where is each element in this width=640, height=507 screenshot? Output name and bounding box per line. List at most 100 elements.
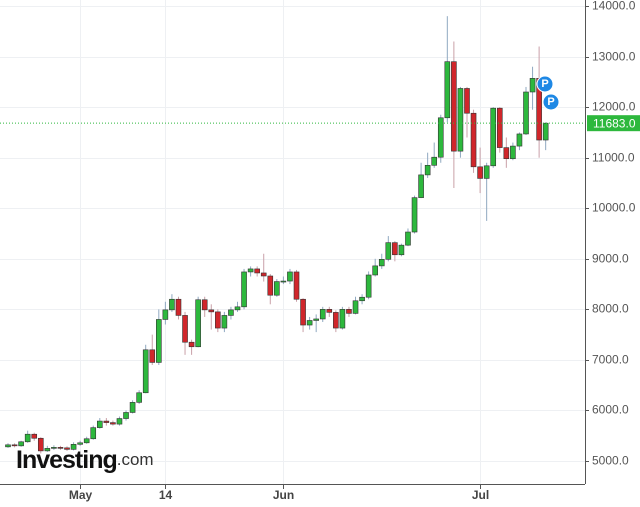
candle-body	[149, 349, 156, 363]
candle-body	[477, 166, 483, 179]
candle-body	[57, 447, 64, 449]
candle-body	[418, 174, 424, 198]
candle-body	[221, 315, 228, 329]
candle-body	[201, 299, 208, 311]
candle-body	[51, 447, 57, 449]
candle-body	[90, 427, 97, 440]
candle-body	[451, 61, 457, 152]
watermark-suffix: .com	[117, 450, 154, 469]
y-tick-label: 10000.0	[592, 201, 636, 215]
candle-body	[260, 272, 267, 277]
candle-body	[77, 442, 83, 445]
candle-body	[490, 107, 497, 167]
y-tick-label: 5000.0	[592, 454, 629, 468]
last-price-label: 11683.0	[593, 116, 636, 130]
candle-body	[503, 147, 510, 160]
candle-body	[83, 438, 90, 444]
y-tick-label: 9000.0	[592, 252, 629, 266]
last-price-tag	[587, 115, 640, 132]
candle-body	[287, 271, 293, 282]
candle-body	[142, 349, 149, 394]
candle-body	[37, 437, 44, 452]
candle-body	[44, 448, 51, 452]
candle-body	[31, 433, 38, 439]
y-tick-label: 11000.0	[592, 151, 635, 165]
candle-body	[267, 275, 274, 296]
candle-body	[424, 164, 431, 176]
candle-body	[411, 197, 418, 233]
y-tick-label: 6000.0	[592, 403, 629, 417]
candle-body	[247, 268, 254, 273]
candle-body	[234, 306, 241, 311]
annotation-marker	[542, 93, 560, 111]
candles	[5, 16, 549, 454]
grid	[0, 0, 585, 484]
candle-body	[169, 298, 175, 311]
candle-body	[5, 444, 11, 448]
candle-body	[405, 231, 411, 246]
candle-body	[156, 319, 162, 363]
candle-body	[372, 265, 378, 276]
candle-body	[175, 298, 182, 316]
candle-body	[228, 309, 234, 316]
y-tick-label: 14000.0	[592, 0, 636, 13]
candle-body	[529, 78, 536, 93]
candle-body	[365, 274, 372, 298]
candle-body	[313, 318, 319, 321]
candle-body	[359, 296, 365, 302]
candle-body	[182, 315, 188, 343]
candle-body	[542, 122, 549, 141]
candle-body	[496, 107, 503, 148]
watermark: Investing.com	[16, 446, 154, 474]
annotation-marker	[536, 75, 554, 93]
candle-body	[70, 444, 77, 450]
candle-body	[188, 341, 195, 348]
candle-body	[162, 309, 169, 320]
y-tick-label: 12000.0	[592, 100, 636, 114]
candle-body	[136, 392, 142, 403]
candle-body	[300, 298, 306, 326]
candle-body	[208, 309, 215, 313]
annotation-label: P	[541, 78, 548, 90]
candle-body	[398, 244, 405, 256]
candle-body	[457, 88, 464, 152]
x-tick-label: Jun	[273, 488, 294, 502]
y-tick-label: 8000.0	[592, 302, 629, 316]
candle-body	[110, 422, 116, 425]
candle-body	[346, 309, 352, 314]
candle-body	[129, 402, 136, 413]
candle-body	[510, 145, 516, 160]
candle-body	[319, 309, 326, 320]
candle-body	[444, 61, 451, 119]
candle-body	[385, 242, 392, 260]
candle-body	[18, 441, 24, 447]
candle-body	[293, 271, 300, 300]
candle-body	[470, 112, 477, 168]
candle-body	[241, 271, 247, 308]
x-tick-label: 14	[159, 488, 173, 502]
candle-body	[352, 300, 359, 314]
x-tick-label: Jul	[472, 488, 489, 502]
candle-body	[215, 311, 221, 329]
candle-body	[103, 420, 110, 423]
x-tick-label: May	[69, 488, 93, 502]
candle-body	[516, 133, 523, 147]
watermark-brand: Investing	[16, 446, 117, 474]
candle-body	[96, 420, 103, 428]
candle-body	[195, 299, 201, 348]
candle-body	[437, 117, 444, 158]
candle-body	[64, 447, 70, 450]
candle-body	[116, 418, 123, 425]
candle-body	[392, 242, 398, 256]
y-tick-label: 7000.0	[592, 353, 629, 367]
y-tick-label: 13000.0	[592, 50, 636, 64]
candle-body	[333, 312, 339, 329]
candle-body	[326, 309, 333, 313]
candle-body	[306, 320, 313, 326]
candle-body	[123, 412, 129, 419]
annotation-label: P	[547, 96, 554, 108]
candle-body	[254, 268, 260, 274]
candle-body	[378, 259, 385, 267]
candle-body	[274, 281, 280, 296]
